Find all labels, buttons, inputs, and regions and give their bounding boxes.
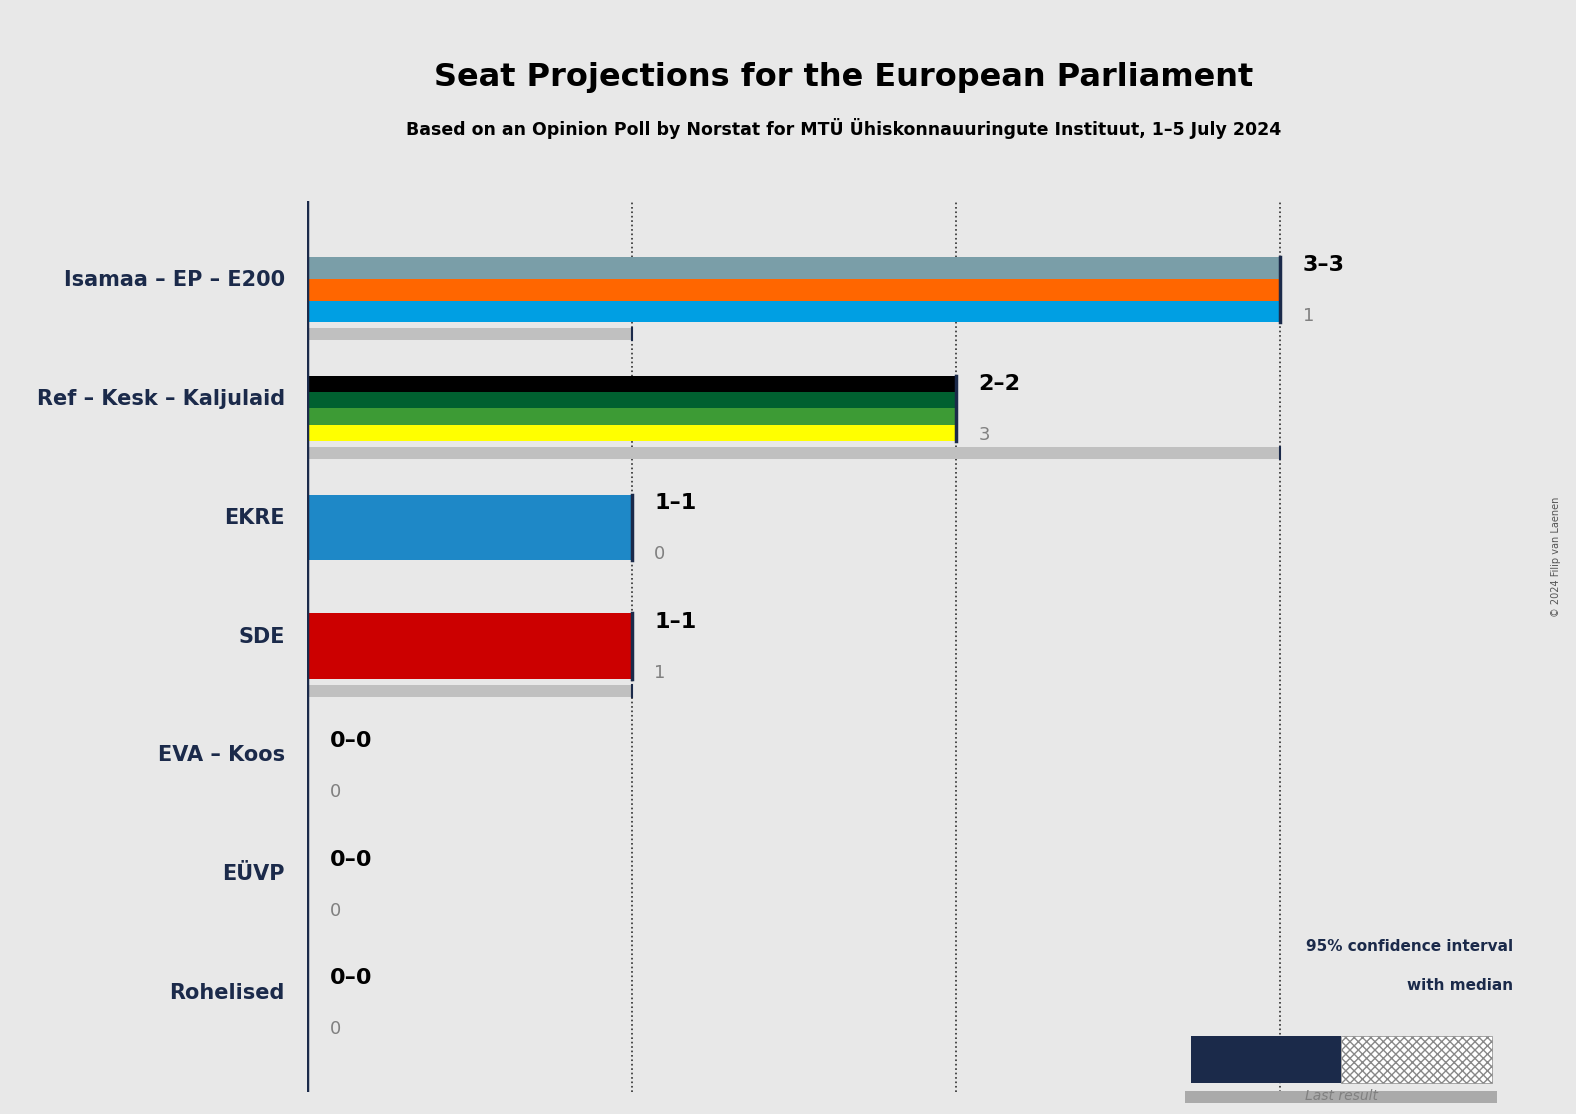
Text: © 2024 Filip van Laenen: © 2024 Filip van Laenen bbox=[1551, 497, 1560, 617]
Bar bbox=[307, 614, 632, 678]
Text: Ref – Kesk – Kaljulaid: Ref – Kesk – Kaljulaid bbox=[36, 389, 285, 409]
Text: 1–1: 1–1 bbox=[654, 612, 697, 632]
Bar bbox=[307, 495, 632, 560]
Text: EVA – Koos: EVA – Koos bbox=[158, 745, 285, 765]
Bar bbox=[307, 409, 955, 424]
Text: 1: 1 bbox=[654, 664, 665, 682]
Text: 0: 0 bbox=[654, 545, 665, 563]
Text: 3: 3 bbox=[979, 427, 990, 444]
Bar bbox=[307, 301, 1280, 322]
Bar bbox=[1185, 1092, 1497, 1114]
Bar bbox=[1341, 1036, 1492, 1083]
Bar bbox=[307, 257, 1280, 278]
Text: 95% confidence interval: 95% confidence interval bbox=[1307, 939, 1513, 954]
Text: EKRE: EKRE bbox=[224, 508, 285, 528]
Text: with median: with median bbox=[1407, 978, 1513, 993]
Bar bbox=[1190, 1036, 1341, 1083]
Bar bbox=[307, 685, 632, 696]
Text: 0–0: 0–0 bbox=[329, 731, 372, 751]
Text: Seat Projections for the European Parliament: Seat Projections for the European Parlia… bbox=[433, 62, 1253, 94]
Bar bbox=[307, 392, 955, 409]
Text: 0: 0 bbox=[329, 783, 342, 801]
Text: 2–2: 2–2 bbox=[979, 374, 1020, 394]
Bar bbox=[307, 375, 955, 392]
Bar bbox=[307, 424, 955, 441]
Bar bbox=[307, 278, 1280, 301]
Text: Rohelised: Rohelised bbox=[169, 983, 285, 1003]
Bar bbox=[307, 329, 632, 340]
Text: 1–1: 1–1 bbox=[654, 494, 697, 514]
Text: Last result: Last result bbox=[1305, 1088, 1377, 1103]
Text: EÜVP: EÜVP bbox=[222, 864, 285, 885]
Text: Based on an Opinion Poll by Norstat for MTÜ Ühiskonnauuringute Instituut, 1–5 Ju: Based on an Opinion Poll by Norstat for … bbox=[405, 118, 1281, 138]
Text: Isamaa – EP – E200: Isamaa – EP – E200 bbox=[63, 270, 285, 290]
Bar bbox=[307, 447, 1280, 459]
Text: SDE: SDE bbox=[238, 626, 285, 646]
Text: 0–0: 0–0 bbox=[329, 968, 372, 988]
Text: 0: 0 bbox=[329, 901, 342, 919]
Text: 0–0: 0–0 bbox=[329, 850, 372, 870]
Text: 3–3: 3–3 bbox=[1303, 255, 1344, 275]
Text: 0: 0 bbox=[329, 1020, 342, 1038]
Text: 1: 1 bbox=[1303, 307, 1314, 325]
